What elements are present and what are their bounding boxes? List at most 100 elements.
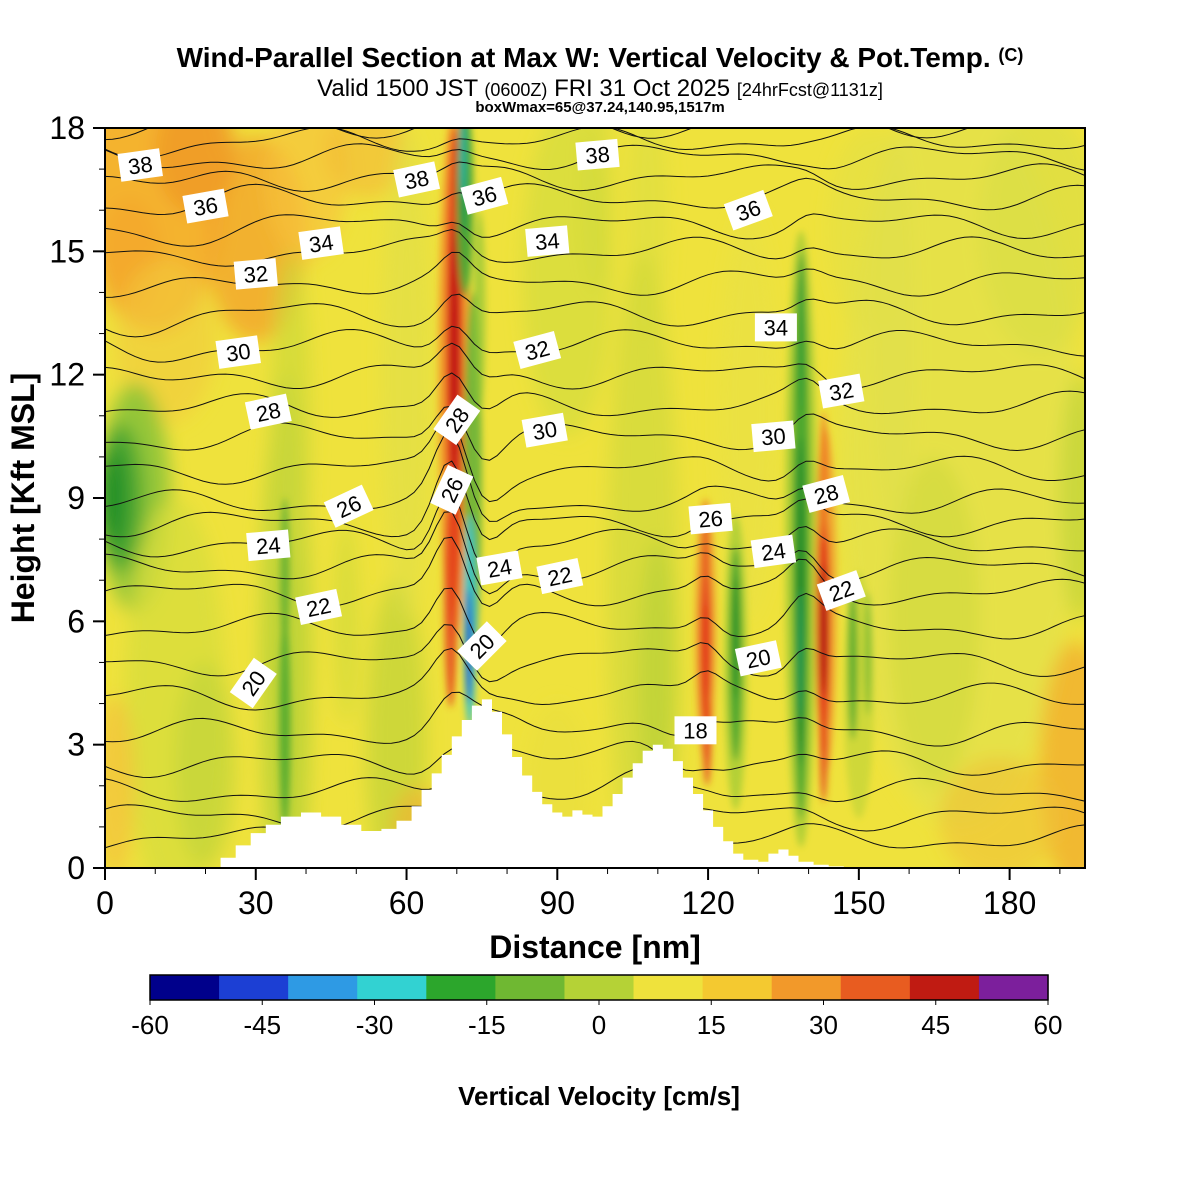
velocity-blob (732, 576, 739, 700)
x-axis-tick-label: 90 (540, 885, 576, 921)
theta-contour-line (105, 536, 1085, 608)
contour-label-text: 18 (683, 718, 707, 743)
contour-label-box (233, 258, 278, 290)
theta-contour-line (105, 161, 1085, 192)
velocity-blob (473, 210, 486, 416)
y-axis-title: Height [Kft MSL] (5, 373, 41, 624)
contour-label-text: 26 (697, 506, 724, 533)
theta-contour-line (105, 325, 1085, 363)
contour-label-text: 38 (126, 151, 154, 179)
theta-contour-line (105, 511, 1085, 595)
contour-label-text: 34 (764, 315, 788, 340)
contour-label-box (430, 464, 474, 515)
colorbar-cell (909, 975, 980, 1000)
contour-label-text: 34 (307, 230, 335, 258)
velocity-blob (582, 128, 613, 293)
contour-label-box (525, 225, 570, 257)
contour-label-box (229, 657, 277, 709)
colorbar-cell (771, 975, 842, 1000)
velocity-blob (450, 222, 459, 486)
contour-label-box (433, 394, 481, 446)
y-axis-tick-label: 18 (49, 110, 85, 146)
contour-label: 28 (244, 393, 292, 430)
contour-label-text: 24 (255, 532, 282, 559)
contour-label-box (674, 716, 717, 745)
theta-contour-line (105, 418, 1085, 503)
contour-label-box (457, 621, 507, 671)
boxwmax-annotation: boxWmax=65@37.24,140.95,1517m (475, 99, 725, 116)
contour-label-text: 32 (827, 377, 855, 406)
contour-label-box (521, 412, 568, 448)
contour-label-box (818, 373, 865, 409)
colorbar-tick-label: 60 (1034, 1010, 1063, 1040)
velocity-blob (797, 251, 807, 416)
contour-label-box (688, 502, 733, 535)
contour-label-text: 20 (744, 644, 773, 674)
velocity-blob (864, 592, 872, 716)
contour-label-text: 30 (224, 339, 252, 367)
x-axis-tick-label: 150 (832, 885, 885, 921)
contour-label-box (117, 148, 163, 182)
y-axis-tick-label: 15 (49, 233, 85, 269)
colorbar-cell (150, 975, 220, 1000)
contour-label-box (182, 188, 229, 224)
theta-contour-line (105, 740, 1085, 779)
colorbar-cell (357, 975, 427, 1000)
theta-contours (105, 128, 1085, 853)
theta-contour-line (105, 647, 1085, 711)
valid-time-line: Valid 1500 JST (0600Z) FRI 31 Oct 2025 [… (0, 75, 1200, 103)
velocity-blob (828, 128, 910, 334)
velocity-blob (819, 411, 828, 544)
contour-label-box (802, 474, 851, 513)
theta-contour-line (105, 460, 1085, 541)
contour-label-text: 32 (243, 261, 270, 288)
theta-contour-line (105, 128, 1085, 160)
contour-label: 20 (734, 640, 782, 677)
contour-label-text: 22 (545, 562, 574, 592)
colorbar-cell (978, 975, 1049, 1000)
colorbar-tick-label: 30 (809, 1010, 838, 1040)
colorbar-cell (426, 975, 496, 1000)
velocity-field (105, 128, 1085, 868)
contour-label: 34 (298, 226, 344, 260)
contour-label-text: 30 (531, 416, 559, 445)
colorbar-cell (288, 975, 358, 1000)
contour-label: 30 (215, 335, 261, 369)
contour-label: 30 (521, 412, 568, 448)
contour-label-text: 22 (304, 593, 333, 623)
theta-contour-line (105, 342, 1085, 390)
velocity-blob (699, 547, 712, 737)
contour-label: 36 (460, 176, 509, 215)
contour-label-text: 24 (485, 554, 513, 583)
colorbar-cell (702, 975, 773, 1000)
y-axis-tick-label: 6 (67, 603, 85, 639)
theta-contour-line (105, 767, 1085, 803)
contour-label-box (816, 570, 866, 611)
theta-contour-line (105, 128, 970, 141)
contour-label-box (723, 189, 773, 231)
contour-label-box (575, 138, 620, 171)
velocity-blob (115, 259, 216, 424)
theta-contour-line (105, 228, 1085, 267)
contour-label: 26 (688, 502, 733, 535)
page-title-text: Wind-Parallel Section at Max W: Vertical… (176, 42, 991, 73)
contour-label: 30 (751, 420, 796, 453)
velocity-blob (797, 588, 803, 720)
contour-label: 18 (674, 716, 717, 745)
valid-date: FRI 31 Oct 2025 (554, 75, 731, 102)
contour-label: 34 (525, 225, 570, 257)
y-axis-tick-label: 0 (67, 850, 85, 886)
contour-label: 36 (182, 188, 229, 224)
contour-label: 28 (802, 474, 851, 513)
x-axis-tick-label: 60 (389, 885, 425, 921)
contour-label-box (734, 640, 782, 677)
theta-contour-line (105, 587, 1085, 646)
x-axis-title: Distance [nm] (489, 929, 701, 965)
colorbar-tick-label: 0 (592, 1010, 606, 1040)
velocity-blob (105, 448, 126, 548)
contour-label-box (513, 331, 562, 369)
contour-label-box (215, 335, 261, 369)
velocity-blob (939, 757, 1060, 868)
x-axis-tick-label: 120 (681, 885, 734, 921)
